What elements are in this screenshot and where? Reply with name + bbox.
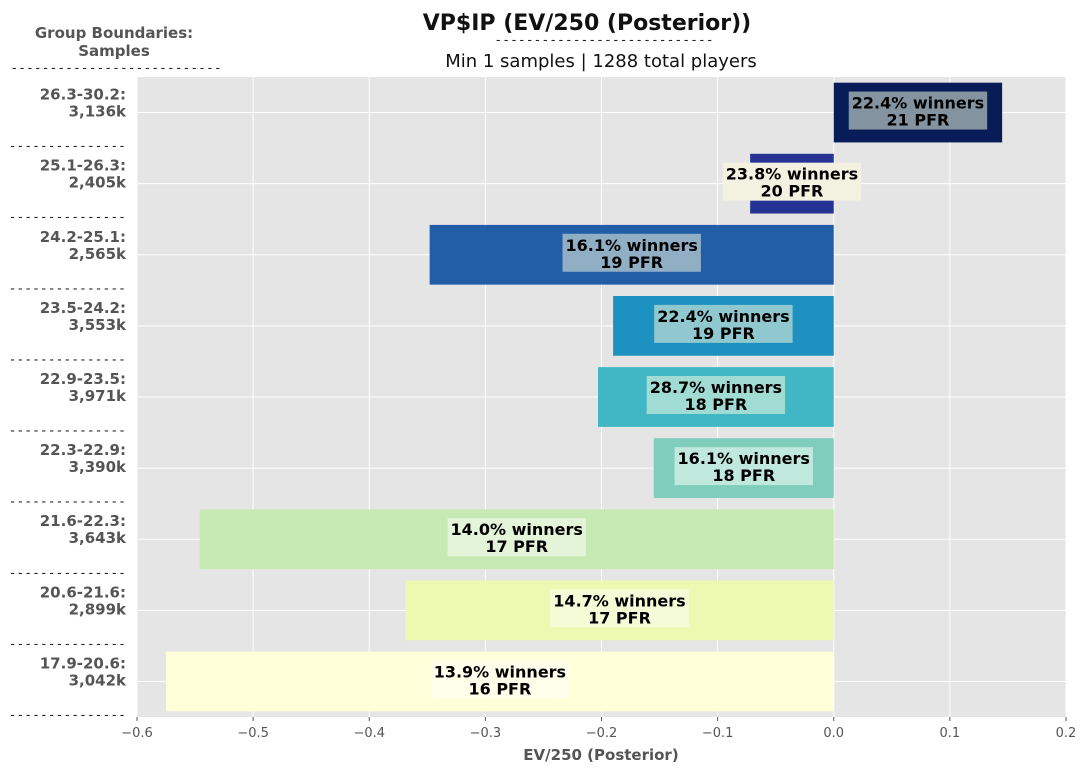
x-tick-label: −0.2 [586, 726, 618, 741]
x-axis-label: EV/250 (Posterior) [523, 746, 678, 764]
bar-pfr-label: 17 PFR [588, 608, 651, 627]
group-header-line-2: Samples [78, 42, 150, 60]
group-samples-label: 3,643k [69, 529, 127, 547]
group-samples-label: 3,553k [69, 316, 127, 334]
group-separator: --------------- [9, 708, 126, 723]
x-tick-label: 0.1 [940, 726, 961, 741]
x-tick-label: −0.4 [353, 726, 385, 741]
bar-pfr-label: 18 PFR [712, 466, 775, 485]
bar-pfr-label: 18 PFR [684, 395, 747, 414]
bar-winners-label: 28.7% winners [650, 378, 782, 397]
bar-winners-label: 14.0% winners [451, 520, 583, 539]
group-samples-label: 2,899k [69, 600, 127, 618]
group-range-label: 26.3-30.2: [40, 86, 126, 104]
bar-pfr-label: 16 PFR [468, 679, 531, 698]
bar-winners-label: 16.1% winners [565, 236, 697, 255]
bar-pfr-label: 20 PFR [761, 182, 824, 201]
bar-label-box [550, 589, 689, 628]
group-header-underline: --------------------------- [10, 61, 221, 76]
group-range-label: 22.3-22.9: [40, 441, 126, 459]
bar-winners-label: 23.8% winners [726, 165, 858, 184]
group-range-label: 23.5-24.2: [40, 299, 126, 317]
bar-label-box [674, 447, 813, 486]
x-tick-label: −0.3 [470, 726, 502, 741]
x-tick-label: −0.1 [702, 726, 734, 741]
group-header-line-1: Group Boundaries: [35, 24, 193, 42]
bar-label-box [654, 304, 793, 343]
bar-pfr-label: 19 PFR [692, 324, 755, 343]
bar-winners-label: 22.4% winners [852, 94, 984, 113]
x-axis-ticks: −0.6 −0.5 −0.4 −0.3 −0.2 −0.1 0.0 0.1 0.2 [121, 717, 1076, 741]
bar-pfr-label: 19 PFR [600, 253, 663, 272]
group-samples-label: 2,405k [69, 174, 127, 192]
x-tick-label: 0.2 [1056, 726, 1077, 741]
bar-winners-label: 13.9% winners [434, 662, 566, 681]
chart-title: VP$IP (EV/250 (Posterior)) [423, 11, 751, 36]
bar-label-box [646, 376, 786, 414]
group-separator: --------------- [9, 637, 126, 652]
bar-winners-label: 16.1% winners [678, 449, 810, 468]
group-samples-label: 3,136k [69, 103, 127, 121]
group-range-label: 21.6-22.3: [40, 512, 126, 530]
group-separator: --------------- [9, 139, 126, 154]
chart-subtitle: Min 1 samples | 1288 total players [445, 51, 757, 72]
group-range-label: 22.9-23.5: [40, 370, 126, 388]
group-range-label: 25.1-26.3: [40, 157, 126, 175]
title-underline: ---------------------------- [494, 33, 713, 48]
group-samples-label: 3,971k [69, 387, 127, 405]
group-range-label: 17.9-20.6: [40, 654, 126, 672]
group-separator: --------------- [9, 352, 126, 367]
group-range-label: 20.6-21.6: [40, 583, 126, 601]
bar-winners-label: 22.4% winners [657, 307, 789, 326]
x-tick-label: −0.5 [237, 726, 269, 741]
group-separator: --------------- [9, 424, 126, 439]
x-tick-label: 0.0 [823, 726, 844, 741]
bar-winners-label: 14.7% winners [553, 591, 685, 610]
group-separator: --------------- [9, 495, 126, 510]
group-separator: --------------- [9, 281, 126, 296]
y-axis-labels: 26.3-30.2:3,136k --------------- 25.1-26.3… [9, 86, 127, 723]
group-samples-label: 3,042k [69, 671, 127, 689]
group-samples-label: 2,565k [69, 245, 127, 263]
group-samples-label: 3,390k [69, 458, 127, 476]
bar-label-box [562, 233, 701, 272]
group-separator: --------------- [9, 566, 126, 581]
bar-pfr-label: 21 PFR [887, 111, 950, 130]
bar-label-box [430, 660, 570, 699]
bar-label-box [447, 518, 586, 557]
bar-pfr-label: 17 PFR [485, 537, 548, 556]
bar-label-box [722, 162, 862, 201]
group-range-label: 24.2-25.1: [40, 228, 126, 246]
group-separator: --------------- [9, 210, 126, 225]
x-tick-label: −0.6 [121, 726, 153, 741]
bar-label-box [848, 91, 988, 130]
